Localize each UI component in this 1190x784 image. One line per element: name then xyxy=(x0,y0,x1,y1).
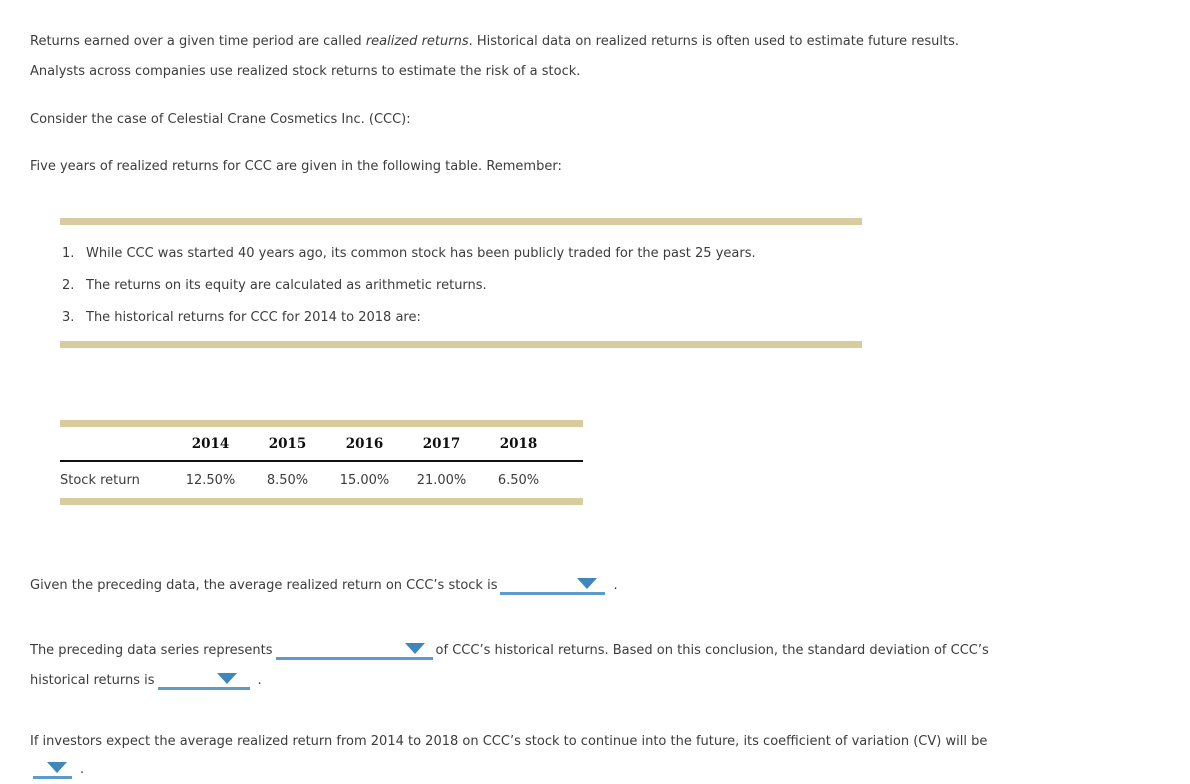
returns-table-block: 2014 2015 2016 2017 2018 Stock return 12… xyxy=(60,420,583,505)
notes-block: 1. While CCC was started 40 years ago, i… xyxy=(60,218,862,348)
list-item-number: 3. xyxy=(62,310,75,325)
table-row: Stock return 12.50% 8.50% 15.00% 21.00% … xyxy=(60,461,583,498)
question-3-text: If investors expect the average realized… xyxy=(30,734,988,749)
table-bottom-bar xyxy=(60,498,583,505)
intro-italic-term: realized returns xyxy=(365,34,469,49)
question-1-text: Given the preceding data, the average re… xyxy=(30,578,498,593)
divider-bar-bottom xyxy=(60,341,862,348)
question-3-period: . xyxy=(80,762,85,777)
chevron-down-icon xyxy=(47,762,67,773)
table-header-year: 2015 xyxy=(249,427,326,462)
row-label: Stock return xyxy=(60,472,140,488)
data-series-type-dropdown[interactable] xyxy=(275,643,433,660)
list-item-number: 2. xyxy=(62,278,75,293)
list-item-text: The returns on its equity are calculated… xyxy=(86,278,487,293)
table-cell-value: 6.50% xyxy=(497,472,540,488)
table-intro-line: Five years of realized returns for CCC a… xyxy=(30,159,562,174)
list-item: 3. The historical returns for CCC for 20… xyxy=(60,308,862,328)
table-cell-value: 15.00% xyxy=(339,472,390,488)
average-return-dropdown[interactable] xyxy=(500,578,606,595)
question-1-period: . xyxy=(613,578,618,593)
intro-paragraph: Returns earned over a given time period … xyxy=(30,27,1160,87)
question-2-text-middle: of CCC’s historical returns. Based on th… xyxy=(435,643,989,658)
chevron-down-icon xyxy=(404,643,425,654)
coefficient-of-variation-dropdown[interactable] xyxy=(33,762,72,779)
table-header-year: 2016 xyxy=(326,427,403,462)
table-cell-filler xyxy=(557,461,583,498)
question-2: The preceding data series represents of C… xyxy=(30,636,1160,696)
list-item-text: The historical returns for CCC for 2014 … xyxy=(86,310,421,325)
intro-text-after-italic: . Historical data on realized returns is… xyxy=(468,34,959,49)
table-header-filler xyxy=(557,427,583,462)
chevron-down-icon xyxy=(577,578,598,589)
list-item-text: While CCC was started 40 years ago, its … xyxy=(86,246,756,261)
table-header-year: 2017 xyxy=(403,427,480,462)
question-1: Given the preceding data, the average re… xyxy=(30,576,1160,596)
list-item: 2. The returns on its equity are calcula… xyxy=(60,276,862,296)
divider-bar-top xyxy=(60,218,862,225)
table-cell-value: 12.50% xyxy=(185,472,236,488)
intro-line2: Analysts across companies use realized s… xyxy=(30,64,581,79)
question-2-period: . xyxy=(257,673,262,688)
list-item-number: 1. xyxy=(62,246,75,261)
consider-line: Consider the case of Celestial Crane Cos… xyxy=(30,112,411,127)
list-item: 1. While CCC was started 40 years ago, i… xyxy=(60,244,862,264)
table-header-year: 2018 xyxy=(480,427,557,462)
question-2-text-before: The preceding data series represents xyxy=(30,643,273,658)
table-header-empty-cell xyxy=(60,427,172,462)
table-header-row: 2014 2015 2016 2017 2018 xyxy=(60,427,583,462)
standard-deviation-dropdown[interactable] xyxy=(157,673,250,690)
intro-text-before-italic: Returns earned over a given time period … xyxy=(30,34,366,49)
question-2-text-line2: historical returns is xyxy=(30,673,155,688)
table-header-year: 2014 xyxy=(172,427,249,462)
table-top-bar xyxy=(60,420,583,427)
table-cell-value: 21.00% xyxy=(416,472,467,488)
chevron-down-icon xyxy=(216,673,237,684)
table-cell-value: 8.50% xyxy=(266,472,309,488)
question-3: If investors expect the average realized… xyxy=(30,728,1160,784)
returns-table: 2014 2015 2016 2017 2018 Stock return 12… xyxy=(60,427,583,498)
